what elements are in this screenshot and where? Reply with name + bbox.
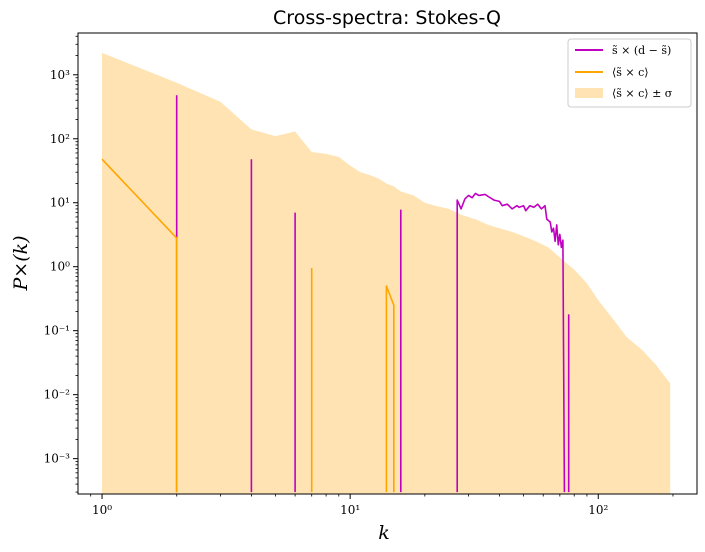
series-1-segment-0	[101, 158, 178, 493]
legend: s̃ × (d − s̃) ⟨s̃ × c⟩ ⟨s̃ × c⟩ ± σ	[567, 38, 692, 108]
y-tick-label-6: 10³	[50, 68, 70, 82]
legend-swatch-sigma-band	[575, 88, 603, 98]
series-0-segment-4	[456, 192, 566, 493]
legend-label-sigma-band: ⟨s̃ × c⟩ ± σ	[612, 87, 673, 100]
x-tick-label-2: 10²	[588, 503, 608, 517]
y-tick-label-2: 10⁻¹	[44, 324, 70, 338]
x-tick-label-1: 10¹	[340, 503, 360, 517]
plot-area	[101, 52, 671, 495]
y-tick-label-0: 10⁻³	[44, 452, 71, 466]
legend-label-mean-cross: ⟨s̃ × c⟩	[612, 66, 649, 79]
x-tick-label-0: 10⁰	[92, 503, 112, 517]
legend-label-s-residual: s̃ × (d − s̃)	[612, 44, 671, 57]
y-tick-label-5: 10²	[50, 132, 70, 146]
y-axis-label: P×(k)	[10, 235, 32, 291]
y-axis: 10⁻³ 10⁻² 10⁻¹ 10⁰ 10¹ 10² 10³	[44, 35, 78, 493]
y-tick-label-1: 10⁻²	[44, 388, 71, 402]
y-tick-label-3: 10⁰	[50, 260, 70, 274]
x-axis-label: k	[378, 522, 390, 544]
series-1-segment-2	[385, 285, 395, 493]
y-tick-label-4: 10¹	[50, 196, 70, 210]
chart-title: Cross-spectra: Stokes-Q	[273, 7, 501, 29]
series-sigma-band	[102, 52, 671, 495]
axes-frame	[77, 32, 698, 495]
x-axis: 10⁰ 10¹ 10²	[90, 494, 674, 517]
